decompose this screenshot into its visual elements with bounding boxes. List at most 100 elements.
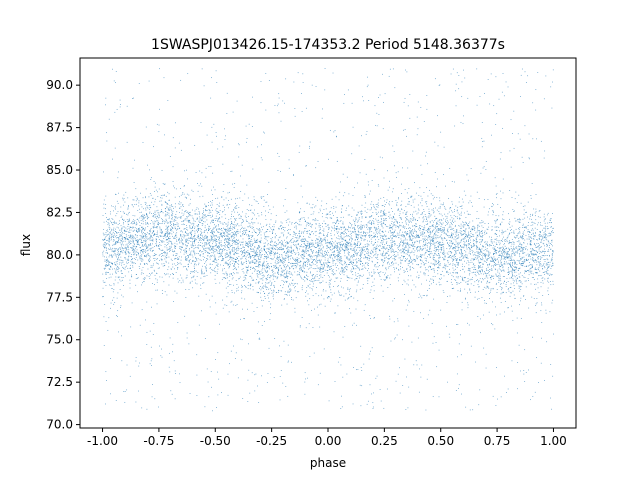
- data-point: [177, 259, 179, 260]
- data-point: [222, 260, 224, 261]
- data-point: [294, 271, 296, 273]
- data-point: [312, 207, 313, 209]
- data-point: [541, 322, 543, 323]
- data-point: [343, 230, 345, 232]
- data-point: [161, 348, 162, 350]
- data-point: [128, 219, 130, 221]
- data-point: [130, 235, 132, 237]
- data-point: [184, 196, 186, 198]
- data-point: [464, 271, 466, 273]
- data-point: [312, 275, 313, 277]
- data-point: [429, 256, 431, 258]
- data-point: [343, 236, 345, 238]
- data-point: [486, 232, 488, 234]
- data-point: [289, 255, 291, 257]
- data-point: [359, 243, 361, 245]
- data-point: [411, 244, 413, 246]
- data-point: [540, 259, 541, 260]
- data-point: [253, 258, 255, 260]
- data-point: [137, 244, 139, 245]
- data-point: [159, 227, 161, 229]
- data-point: [265, 201, 267, 203]
- data-point: [343, 244, 344, 246]
- data-point: [233, 345, 234, 347]
- data-point: [271, 252, 273, 254]
- data-point: [312, 240, 314, 242]
- data-point: [126, 261, 127, 263]
- data-point: [300, 261, 302, 262]
- data-point: [481, 251, 483, 253]
- data-point: [523, 242, 525, 244]
- data-point: [273, 226, 275, 228]
- data-point: [457, 245, 459, 247]
- data-point: [420, 376, 422, 378]
- data-point: [402, 244, 404, 246]
- data-point: [368, 216, 370, 218]
- data-point: [266, 277, 267, 279]
- data-point: [115, 271, 117, 273]
- data-point: [190, 198, 191, 200]
- data-point: [364, 257, 366, 259]
- data-point: [201, 172, 203, 174]
- data-point: [145, 319, 146, 321]
- data-point: [348, 251, 350, 253]
- data-point: [117, 224, 119, 225]
- data-point: [500, 255, 501, 256]
- data-point: [351, 255, 353, 257]
- data-point: [290, 290, 292, 292]
- data-point: [164, 253, 166, 255]
- data-point: [341, 205, 343, 207]
- data-point: [470, 345, 472, 347]
- data-point: [226, 275, 228, 277]
- data-point: [147, 244, 149, 245]
- data-point: [434, 236, 436, 238]
- data-point: [387, 276, 388, 278]
- data-point: [219, 234, 221, 235]
- data-point: [307, 276, 309, 277]
- data-point: [469, 237, 471, 239]
- data-point: [135, 360, 137, 362]
- data-point: [464, 238, 466, 239]
- data-point: [551, 258, 553, 260]
- data-point: [422, 233, 424, 235]
- data-point: [193, 224, 194, 226]
- data-point: [348, 251, 350, 253]
- data-point: [500, 302, 502, 304]
- data-point: [511, 256, 513, 258]
- data-point: [307, 230, 309, 232]
- data-point: [540, 263, 542, 264]
- data-point: [530, 240, 531, 242]
- data-point: [117, 252, 119, 254]
- data-point: [256, 291, 258, 293]
- data-point: [541, 277, 543, 279]
- data-point: [406, 246, 407, 248]
- data-point: [189, 254, 191, 256]
- data-point: [161, 204, 163, 206]
- data-point: [247, 284, 249, 286]
- data-point: [193, 276, 194, 278]
- data-point: [324, 252, 325, 254]
- data-point: [466, 235, 468, 237]
- data-point: [515, 267, 517, 269]
- data-point: [145, 203, 146, 205]
- data-point: [426, 235, 427, 237]
- data-point: [244, 277, 246, 279]
- data-point: [453, 247, 455, 249]
- data-point: [243, 262, 245, 263]
- data-point: [227, 247, 229, 248]
- data-point: [245, 286, 247, 287]
- data-point: [396, 225, 398, 227]
- data-point: [296, 240, 298, 242]
- data-point: [427, 231, 429, 233]
- data-point: [457, 277, 459, 279]
- data-point: [204, 256, 206, 258]
- data-point: [534, 227, 536, 229]
- data-point: [155, 221, 157, 223]
- data-point: [495, 265, 497, 266]
- data-point: [341, 232, 343, 234]
- data-point: [222, 211, 223, 213]
- data-point: [257, 146, 259, 148]
- data-point: [496, 289, 498, 290]
- data-point: [254, 374, 256, 376]
- data-point: [391, 241, 393, 243]
